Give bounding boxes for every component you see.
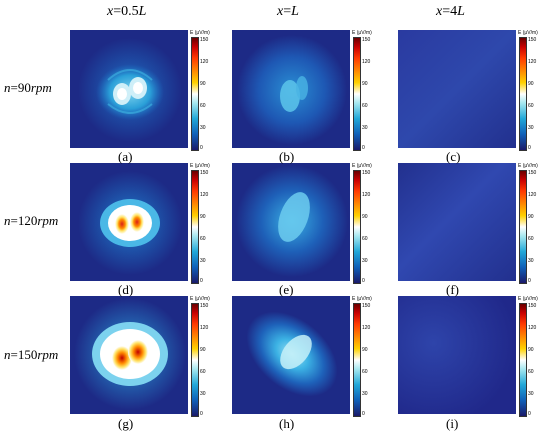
colorbar-tick: 60 <box>200 236 206 242</box>
colorbar-title: E (μV/m) <box>190 163 210 169</box>
colorbar-tick: 90 <box>528 214 534 220</box>
colorbar-tick: 30 <box>200 125 206 131</box>
colorbar-tick: 120 <box>200 325 209 331</box>
field-map-i <box>398 296 516 414</box>
colorbar-tick: 30 <box>200 391 206 397</box>
colorbar-tick: 150 <box>200 37 209 43</box>
colorbar-tick: 150 <box>200 303 209 309</box>
caption-b: (b) <box>279 149 295 164</box>
colorbar-title: E (μV/m) <box>190 296 210 302</box>
colorbar-tick: 90 <box>528 347 534 353</box>
colorbar-tick: 90 <box>200 214 206 220</box>
colorbar-tick: 120 <box>200 192 209 198</box>
colorbar-tick: 60 <box>200 103 206 109</box>
colorbar-tick: 90 <box>528 81 534 87</box>
colorbar-tick: 60 <box>528 103 534 109</box>
column-header-x-4L: x=4L <box>436 4 465 19</box>
field-map-c <box>398 30 516 148</box>
colorbar-title: E (μV/m) <box>352 30 372 36</box>
colorbar-tick: 60 <box>362 103 368 109</box>
caption-g: (g) <box>118 416 134 431</box>
caption-i: (i) <box>446 416 459 431</box>
colorbar-tick: 30 <box>528 258 534 264</box>
colorbar-tick: 60 <box>362 236 368 242</box>
column-header-x-0.5L: x=0.5L <box>107 4 147 19</box>
colorbar-tick: 30 <box>362 125 368 131</box>
field-map-e <box>232 163 350 281</box>
colorbar-gradient <box>191 37 199 151</box>
colorbar-tick: 0 <box>362 411 365 417</box>
colorbar-tick: 60 <box>528 236 534 242</box>
caption-e: (e) <box>279 282 294 297</box>
field-map-b <box>232 30 350 148</box>
colorbar-tick: 30 <box>362 258 368 264</box>
colorbar-tick: 150 <box>200 170 209 176</box>
field-map-f <box>398 163 516 281</box>
colorbar-title: E (μV/m) <box>352 296 372 302</box>
field-map-g <box>70 296 188 414</box>
colorbar-tick: 90 <box>200 347 206 353</box>
colorbar-tick: 120 <box>200 59 209 65</box>
colorbar-tick: 90 <box>362 347 368 353</box>
colorbar-gradient <box>353 37 361 151</box>
colorbar-tick: 120 <box>362 325 371 331</box>
colorbar-title: E (μV/m) <box>518 163 538 169</box>
colorbar-tick: 0 <box>528 145 531 151</box>
colorbar-tick: 90 <box>362 81 368 87</box>
colorbar-tick: 30 <box>528 391 534 397</box>
field-map-a <box>70 30 188 148</box>
colorbar-gradient <box>353 303 361 417</box>
row-header-90rpm: n=90rpm <box>4 80 52 95</box>
colorbar-tick: 0 <box>200 145 203 151</box>
colorbar-tick: 120 <box>362 59 371 65</box>
colorbar-title: E (μV/m) <box>518 296 538 302</box>
colorbar-tick: 30 <box>200 258 206 264</box>
colorbar-tick: 30 <box>528 125 534 131</box>
field-map-h <box>232 296 350 414</box>
colorbar-tick: 90 <box>362 214 368 220</box>
colorbar-tick: 120 <box>362 192 371 198</box>
colorbar-tick: 30 <box>362 391 368 397</box>
colorbar-gradient <box>353 170 361 284</box>
colorbar-tick: 60 <box>528 369 534 375</box>
colorbar-tick: 0 <box>362 145 365 151</box>
colorbar-tick: 60 <box>200 369 206 375</box>
colorbar-tick: 120 <box>528 59 537 65</box>
colorbar-tick: 150 <box>528 170 537 176</box>
field-map-d <box>70 163 188 281</box>
colorbar-gradient <box>519 303 527 417</box>
caption-c: (c) <box>446 149 461 164</box>
row-header-120rpm: n=120rpm <box>4 213 59 228</box>
colorbar-tick: 120 <box>528 325 537 331</box>
colorbar-title: E (μV/m) <box>518 30 538 36</box>
caption-a: (a) <box>118 149 133 164</box>
colorbar-tick: 90 <box>200 81 206 87</box>
colorbar-title: E (μV/m) <box>352 163 372 169</box>
colorbar-tick: 0 <box>528 278 531 284</box>
colorbar-tick: 150 <box>362 37 371 43</box>
colorbar-tick: 0 <box>528 411 531 417</box>
caption-f: (f) <box>446 282 459 297</box>
colorbar-tick: 0 <box>362 278 365 284</box>
colorbar-tick: 0 <box>200 411 203 417</box>
colorbar-gradient <box>191 170 199 284</box>
caption-d: (d) <box>118 282 134 297</box>
caption-h: (h) <box>279 416 295 431</box>
colorbar-gradient <box>519 37 527 151</box>
colorbar-title: E (μV/m) <box>190 30 210 36</box>
colorbar-gradient <box>191 303 199 417</box>
colorbar-tick: 60 <box>362 369 368 375</box>
colorbar-tick: 120 <box>528 192 537 198</box>
colorbar-gradient <box>519 170 527 284</box>
colorbar-tick: 150 <box>362 303 371 309</box>
colorbar-tick: 0 <box>200 278 203 284</box>
colorbar-tick: 150 <box>362 170 371 176</box>
colorbar-tick: 150 <box>528 37 537 43</box>
row-header-150rpm: n=150rpm <box>4 347 59 362</box>
column-header-x-L: x=L <box>277 4 299 19</box>
colorbar-tick: 150 <box>528 303 537 309</box>
